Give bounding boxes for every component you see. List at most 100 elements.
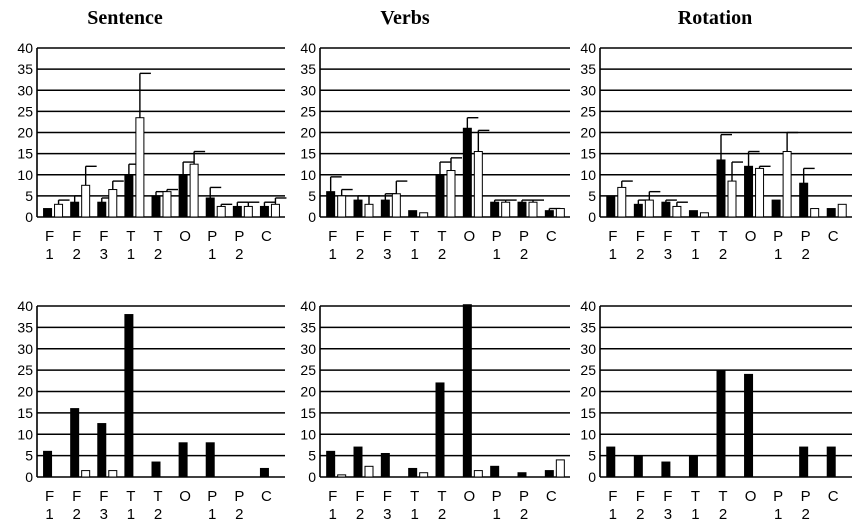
- panel-2-x-tick-label: P: [492, 228, 502, 245]
- panel-6-y-tick-label: 30: [580, 341, 596, 357]
- panel-5-bar-black: [544, 470, 554, 478]
- panel-5-x-tick-sublabel: 1: [492, 506, 500, 522]
- panel-5-bar-white: [555, 459, 565, 478]
- panel-2-y-tick-label: 35: [300, 61, 316, 77]
- panel-5-y-tick-label: 15: [300, 405, 316, 421]
- panel-4-bar-black: [205, 442, 215, 478]
- panel-1-bar-white: [162, 191, 172, 218]
- panel-6-x-tick-label: F: [608, 488, 617, 505]
- panel-3-x-tick-sublabel: 1: [774, 246, 782, 263]
- panel-4-bar-white: [81, 470, 91, 478]
- panel-4-y-tick-label: 10: [17, 426, 33, 442]
- panel-2-x-tick-label: O: [463, 228, 475, 245]
- panel-4-bar-black: [124, 314, 134, 478]
- panel-5-bar-black: [435, 382, 445, 478]
- panel-2-bar-white: [364, 203, 374, 218]
- panel-2-y-tick-label: 40: [300, 40, 316, 56]
- panel-1-x-tick-sublabel: 1: [45, 246, 53, 263]
- panel-3-x-tick-label: F: [636, 228, 645, 245]
- panel-5-x-tick-sublabel: 1: [410, 506, 418, 522]
- panel-6-bar-black: [661, 461, 671, 478]
- panel-5-y-tick-label: 5: [308, 448, 316, 464]
- panel-5-bar-white: [473, 470, 483, 478]
- panel-2-y-tick-label: 30: [300, 82, 316, 98]
- panel-4-y-tick-label: 0: [25, 469, 33, 485]
- panel-5-x-tick-sublabel: 2: [438, 506, 446, 522]
- panel-3-bar-black: [688, 210, 698, 218]
- panel-3-bar-white: [837, 203, 847, 218]
- panel-1-bar-black: [178, 174, 188, 218]
- panel-3-x-tick-sublabel: 2: [801, 246, 809, 263]
- panel-3-y-tick-label: 0: [588, 209, 596, 225]
- panel-2-bar-white: [391, 193, 401, 218]
- panel-5-x-tick-label: P: [492, 488, 502, 505]
- panel-1-bar-black: [124, 174, 134, 218]
- panel-3-x-tick-label: T: [691, 228, 700, 245]
- panel-2-title: Verbs: [380, 7, 429, 29]
- panel-1-x-tick-label: F: [99, 228, 108, 245]
- panel-3-x-tick-label: F: [608, 228, 617, 245]
- panel-3-x-tick-label: C: [828, 228, 839, 245]
- panel-2-bar-white: [555, 208, 565, 218]
- panel-3-x-tick-label: T: [718, 228, 727, 245]
- panel-6-x-tick-sublabel: 1: [774, 506, 782, 522]
- panel-4-x-tick-sublabel: 2: [72, 506, 80, 522]
- panel-3-bar-black: [826, 208, 836, 218]
- panel-1-x-tick-label: P: [207, 228, 217, 245]
- panel-6-bar-black: [744, 373, 754, 478]
- panel-2-x-tick-label: F: [328, 228, 337, 245]
- panel-6-x-tick-sublabel: 2: [636, 506, 644, 522]
- panel-4-x-tick-sublabel: 3: [100, 506, 108, 522]
- panel-3-y-tick-label: 15: [580, 146, 596, 162]
- panel-2-bar-white: [501, 201, 511, 218]
- panel-6-y-tick-label: 35: [580, 319, 596, 335]
- panel-2-y-tick-label: 0: [308, 209, 316, 225]
- panel-1-bar-white: [216, 205, 226, 218]
- panel-2-bar-black: [490, 201, 500, 218]
- panel-4-x-tick-label: F: [99, 488, 108, 505]
- panel-1-x-tick-label: F: [45, 228, 54, 245]
- panel-1-bar-black: [205, 197, 215, 218]
- panel-3-x-tick-sublabel: 2: [636, 246, 644, 263]
- panel-4-x-tick-label: T: [126, 488, 135, 505]
- panel-2-y-tick-label: 20: [300, 125, 316, 141]
- panel-5-y-tick-label: 25: [300, 362, 316, 378]
- panel-5-x-tick-label: F: [383, 488, 392, 505]
- panel-2-bar-black: [353, 199, 363, 218]
- panel-6-y-tick-label: 10: [580, 426, 596, 442]
- panel-3-x-tick-sublabel: 2: [719, 246, 727, 263]
- panel-2-x-tick-label: T: [410, 228, 419, 245]
- panel-1-x-tick-label: P: [234, 228, 244, 245]
- panel-1-bar-white: [270, 203, 280, 218]
- panel-2-x-tick-label: C: [546, 228, 557, 245]
- panel-6-x-tick-label: T: [718, 488, 727, 505]
- panel-1-bar-black: [70, 201, 80, 218]
- panel-3-bar-white: [755, 167, 765, 218]
- panel-1-bar-black: [151, 195, 161, 218]
- panel-6-x-tick-sublabel: 1: [691, 506, 699, 522]
- panel-2-bar-black: [326, 191, 336, 218]
- panel-5-y-tick-label: 10: [300, 426, 316, 442]
- panel-5-x-tick-sublabel: 3: [383, 506, 391, 522]
- panel-2-bar-white: [419, 212, 429, 218]
- panel-4-x-tick-label: P: [207, 488, 217, 505]
- panel-6-x-tick-sublabel: 3: [664, 506, 672, 522]
- panel-6-x-tick-label: C: [828, 488, 839, 505]
- panel-1-bar-white: [189, 163, 199, 218]
- panel-6-bar-black: [633, 455, 643, 478]
- panel-5-x-tick-label: T: [410, 488, 419, 505]
- panel-1-x-tick-sublabel: 3: [100, 246, 108, 263]
- panel-3-bar-black: [606, 195, 616, 218]
- panel-5-bar-white: [419, 472, 429, 478]
- panel-3-y-tick-label: 35: [580, 61, 596, 77]
- panel-2-x-tick-sublabel: 2: [356, 246, 364, 263]
- panel-6-y-tick-label: 40: [580, 298, 596, 314]
- panel-6-x-tick-label: T: [691, 488, 700, 505]
- panel-2-bar-black: [462, 127, 472, 218]
- panel-3-x-tick-label: O: [745, 228, 757, 245]
- panel-3-bar-black: [771, 199, 781, 218]
- panel-6-x-tick-label: F: [663, 488, 672, 505]
- panel-3-bar-white: [672, 205, 682, 218]
- panel-1-bar-white: [135, 117, 145, 218]
